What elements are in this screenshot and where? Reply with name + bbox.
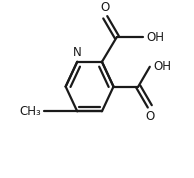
Text: OH: OH [146,31,165,44]
Text: N: N [73,46,82,59]
Text: O: O [145,110,154,123]
Text: OH: OH [153,60,171,73]
Text: CH₃: CH₃ [19,105,41,118]
Text: O: O [101,1,110,14]
